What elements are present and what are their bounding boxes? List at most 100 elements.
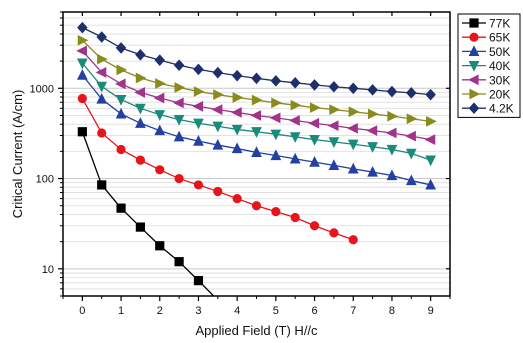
data-point <box>115 94 127 106</box>
data-point <box>232 92 244 103</box>
data-point <box>469 32 479 42</box>
axes: 0 1 2 3 4 5 6 7 8 9 10 100 1000 <box>30 11 451 317</box>
data-point <box>155 78 166 89</box>
data-point <box>347 162 359 174</box>
data-point <box>348 235 358 245</box>
data-point <box>173 59 185 72</box>
data-point <box>405 130 416 142</box>
data-point <box>425 88 436 101</box>
data-point <box>231 69 243 82</box>
data-point <box>77 58 88 70</box>
data-point <box>405 174 417 186</box>
data-point <box>174 257 184 267</box>
data-point <box>95 67 107 78</box>
x-tick-label: 8 <box>389 305 395 317</box>
series-77K <box>77 127 223 296</box>
data-point <box>77 21 88 34</box>
data-point <box>193 180 204 190</box>
x-tick-label: 1 <box>118 305 124 317</box>
legend-label: 4.2K <box>489 102 514 116</box>
data-point <box>231 124 243 136</box>
data-point <box>327 120 339 132</box>
data-point <box>469 18 479 28</box>
data-point <box>77 93 87 104</box>
data-point <box>289 152 301 164</box>
y-tick-label: 10 <box>42 264 54 276</box>
data-point <box>115 107 127 119</box>
data-point <box>173 114 185 126</box>
data-point <box>309 156 320 167</box>
data-point <box>367 84 378 96</box>
data-point <box>192 101 204 112</box>
data-point <box>309 221 320 231</box>
x-tick-label: 0 <box>79 305 85 317</box>
data-point <box>385 127 397 139</box>
data-point <box>213 295 223 296</box>
data-point <box>468 45 480 56</box>
data-point <box>153 92 165 104</box>
legend-item: 30K <box>462 73 510 87</box>
data-point <box>212 121 224 133</box>
data-point <box>367 142 378 153</box>
data-point <box>97 128 107 138</box>
legend-label: 50K <box>489 45 510 59</box>
data-point <box>154 124 166 136</box>
data-point <box>309 102 321 114</box>
y-tick-label: 100 <box>36 174 54 186</box>
data-point <box>251 127 262 138</box>
legend-label: 30K <box>489 73 510 87</box>
data-point <box>406 87 417 99</box>
series-65K <box>77 93 358 245</box>
y-tick-label: 1000 <box>30 83 54 95</box>
data-point <box>347 139 359 151</box>
data-point <box>231 107 242 118</box>
data-point <box>77 127 87 137</box>
data-point <box>212 66 224 79</box>
data-point <box>232 193 242 204</box>
data-point <box>135 155 145 165</box>
data-point <box>309 135 320 146</box>
data-point <box>290 212 300 223</box>
data-point <box>154 54 165 66</box>
data-point <box>269 112 281 124</box>
data-point <box>289 132 301 143</box>
legend-label: 65K <box>489 31 510 45</box>
data-point <box>193 118 204 130</box>
legend-item: 50K <box>462 45 510 59</box>
data-point <box>96 31 107 43</box>
series-20K <box>77 34 437 127</box>
data-point <box>426 116 437 127</box>
data-point <box>387 110 399 122</box>
data-point <box>347 122 358 134</box>
data-point <box>173 97 184 109</box>
data-point <box>468 61 480 72</box>
data-point <box>469 88 481 100</box>
x-tick-label: 7 <box>350 305 356 317</box>
data-point <box>348 82 359 95</box>
x-tick-label: 5 <box>273 305 279 317</box>
data-point <box>309 79 320 91</box>
data-point <box>97 53 108 65</box>
data-point <box>366 125 378 136</box>
x-tick-label: 3 <box>195 305 201 317</box>
data-point <box>289 77 301 89</box>
data-point <box>193 86 205 97</box>
data-point <box>135 222 145 232</box>
data-point <box>97 180 107 190</box>
data-point <box>77 69 88 80</box>
data-point <box>405 148 417 160</box>
data-point <box>271 207 281 217</box>
data-point <box>193 276 204 286</box>
legend-label: 20K <box>489 88 510 102</box>
x-axis-label: Applied Field (T) H//c <box>195 323 318 338</box>
series-line <box>81 98 354 241</box>
data-point <box>251 94 263 106</box>
data-point <box>135 117 146 128</box>
data-point <box>328 137 340 148</box>
legend-item: 4.2K <box>462 102 514 116</box>
x-tick-label: 2 <box>157 305 163 317</box>
data-point <box>424 134 436 145</box>
data-point <box>193 135 204 146</box>
